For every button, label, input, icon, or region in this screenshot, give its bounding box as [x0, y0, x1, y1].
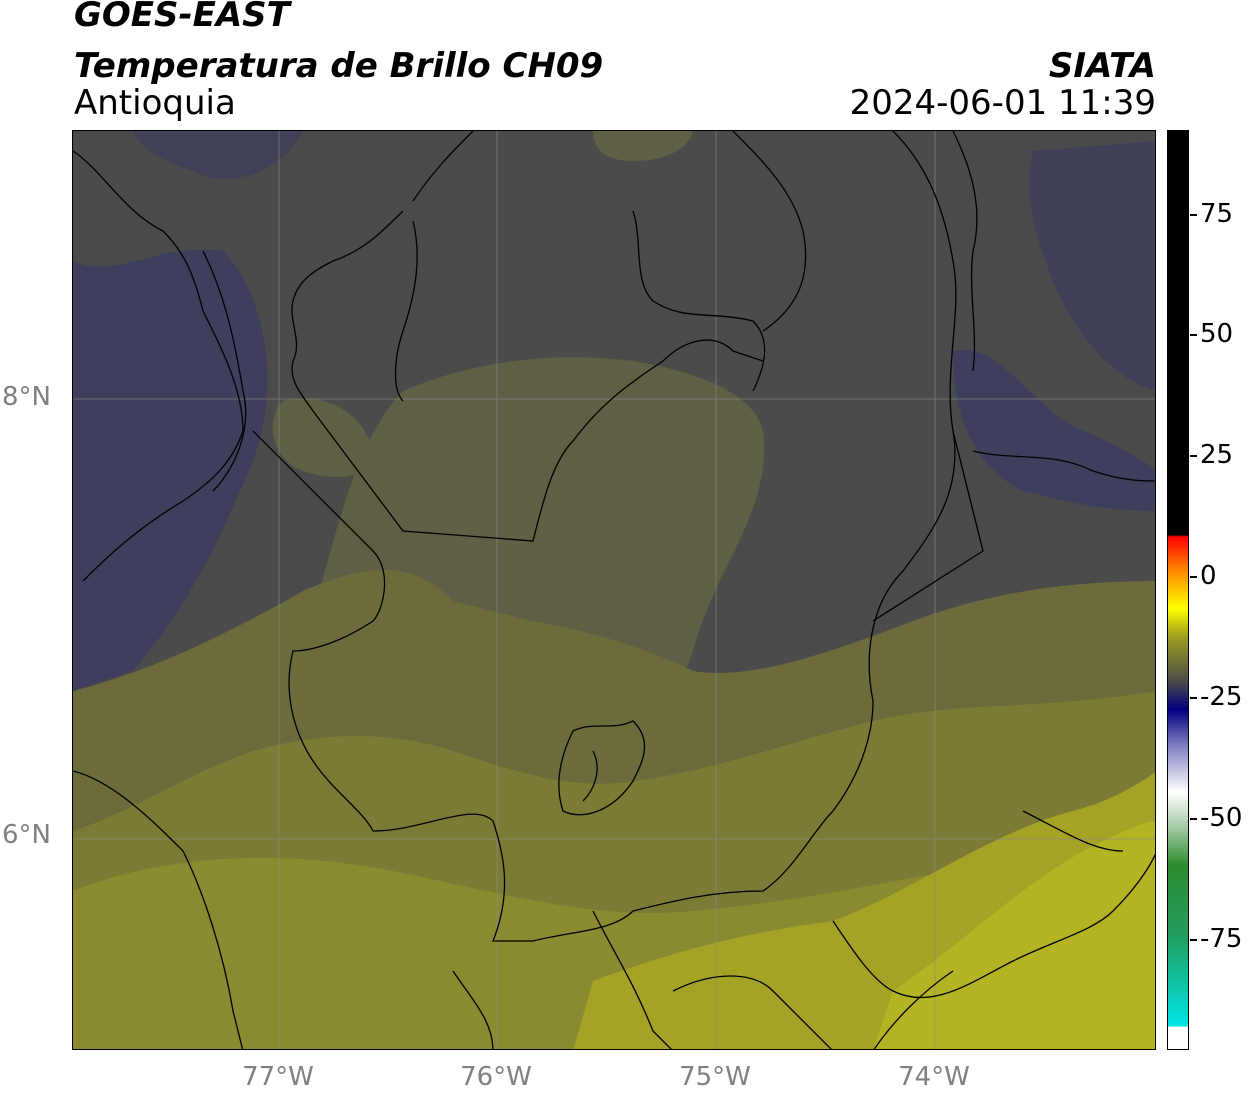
map-canvas — [73, 131, 1155, 1049]
satellite-title: GOES-EAST — [74, 0, 290, 35]
warm-patch-north — [593, 131, 693, 161]
lon-tick-75w: 75°W — [679, 1062, 751, 1092]
cold-area-northwest — [133, 131, 303, 179]
product-title: Temperatura de Brillo CH09 — [74, 46, 604, 86]
cb-label-minus25: -25 — [1200, 682, 1243, 712]
cb-label-25: 25 — [1200, 440, 1234, 470]
cb-tick-mark — [1190, 939, 1197, 941]
admin-borders — [73, 131, 1155, 1049]
hot-area-east — [873, 821, 1155, 1049]
cb-label-minus75: -75 — [1200, 924, 1243, 954]
graticule — [73, 131, 1155, 1049]
lon-tick-76w: 76°W — [460, 1062, 532, 1092]
lat-tick-6n: 6°N — [2, 820, 51, 850]
datetime-label: 2024-06-01 11:39 — [849, 83, 1156, 123]
brightness-temperature-map — [72, 130, 1156, 1050]
cb-tick-mark — [1190, 818, 1197, 820]
colorbar — [1167, 130, 1189, 1050]
cb-tick-mark — [1190, 334, 1197, 336]
cb-tick-mark — [1190, 214, 1197, 216]
cb-tick-mark — [1190, 455, 1197, 457]
agency-label: SIATA — [1048, 46, 1156, 86]
cb-label-75: 75 — [1200, 199, 1234, 229]
cold-area-east — [953, 350, 1155, 511]
cold-area-northeast — [1029, 141, 1155, 391]
lon-tick-77w: 77°W — [242, 1062, 314, 1092]
lon-tick-74w: 74°W — [898, 1062, 970, 1092]
region-label: Antioquia — [74, 83, 236, 123]
cb-tick-mark — [1190, 576, 1197, 578]
cb-label-50: 50 — [1200, 319, 1234, 349]
cold-area-west — [73, 249, 268, 692]
cb-label-minus50: -50 — [1200, 803, 1243, 833]
lat-tick-8n: 8°N — [2, 382, 51, 412]
cb-label-0: 0 — [1200, 561, 1217, 591]
cb-tick-mark — [1190, 697, 1197, 699]
